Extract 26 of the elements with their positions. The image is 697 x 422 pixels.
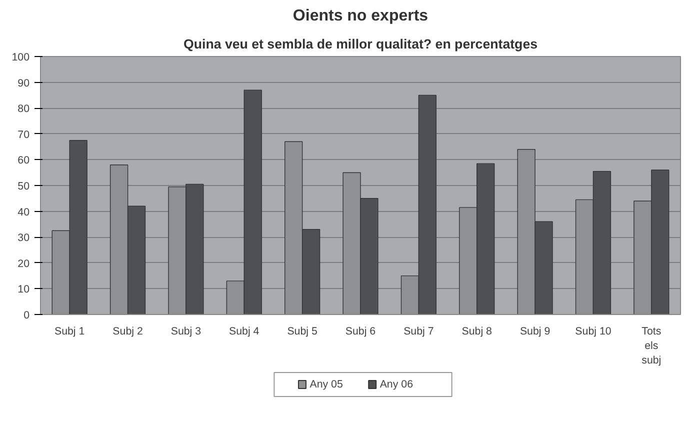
y-tick-label: 70 <box>18 128 30 141</box>
y-tick-label: 60 <box>18 154 30 167</box>
x-tick-label: Subj 9 <box>520 326 550 338</box>
x-tick-label: Subj 7 <box>404 326 434 338</box>
y-tick-label: 90 <box>18 77 30 90</box>
x-tick-label: Subj 6 <box>345 326 376 338</box>
x-tick-label: Subj 3 <box>170 326 202 338</box>
legend-label: Any 06 <box>380 378 414 390</box>
y-tick-label: 30 <box>18 232 30 244</box>
y-tick-label: 100 <box>12 52 30 64</box>
x-tick-label: Subj 1 <box>54 326 85 338</box>
y-tick-label: 50 <box>18 180 30 192</box>
y-tick-label: 20 <box>18 258 30 270</box>
x-tick-label: Subj 10 <box>575 326 612 338</box>
legend-label: Any 05 <box>310 378 343 390</box>
x-tick-label: Subj 8 <box>462 326 492 338</box>
y-tick-label: 40 <box>18 206 30 218</box>
y-tick-label: 80 <box>18 103 30 116</box>
x-tick-label: Subj 5 <box>287 326 318 338</box>
x-tick-label: Subj 2 <box>112 326 143 338</box>
chart-subtitle: Quina veu et sembla de millor qualitat? en percentatges <box>183 36 538 52</box>
chart-title: Oients no experts <box>292 8 428 24</box>
y-tick-label: 10 <box>18 284 30 296</box>
x-tick-label: Tots els subj <box>642 326 662 366</box>
x-tick-label: Subj 4 <box>229 326 260 338</box>
y-tick-label: 0 <box>24 310 30 322</box>
